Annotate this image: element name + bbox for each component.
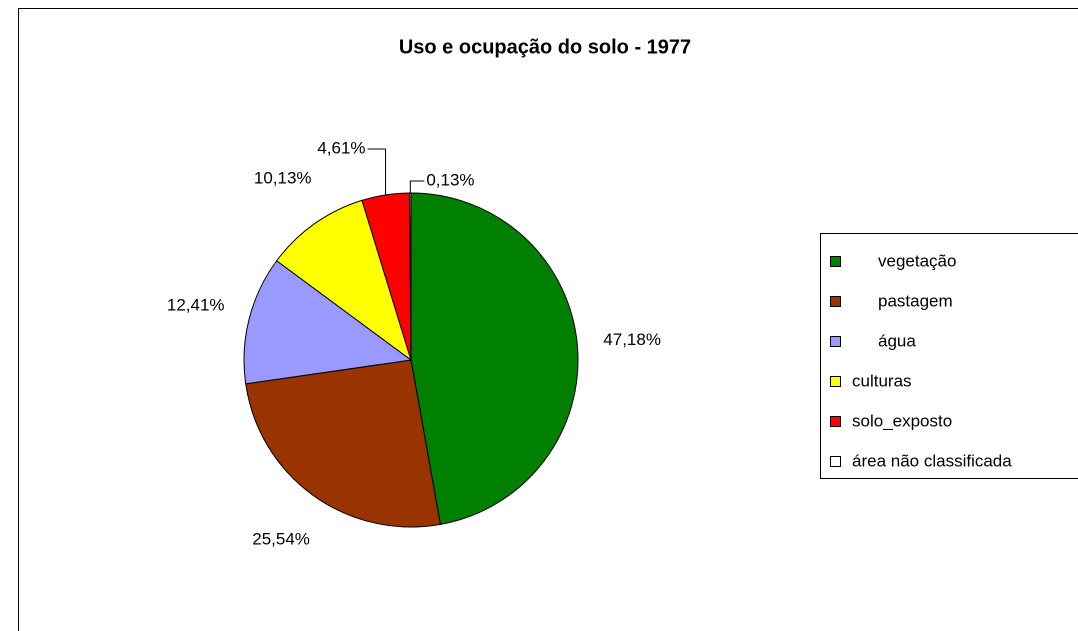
- legend-swatch: [830, 416, 841, 427]
- legend-label: pastagem: [878, 291, 953, 310]
- data-label: 12,41%: [167, 295, 225, 314]
- data-label: 0,13%: [426, 170, 474, 189]
- legend-label: solo_exposto: [852, 411, 952, 430]
- legend-label: água: [878, 331, 916, 350]
- data-label: 47,18%: [603, 330, 661, 349]
- legend-swatch: [830, 456, 841, 467]
- chart-title: Uso e ocupação do solo - 1977: [399, 36, 691, 58]
- leader-line: [367, 148, 387, 195]
- legend-swatch: [830, 256, 841, 267]
- legend-label: vegetação: [878, 251, 956, 270]
- pie-slice: [410, 192, 579, 525]
- leader-line: [409, 180, 425, 194]
- legend-swatch: [830, 296, 841, 307]
- data-label: 25,54%: [252, 529, 310, 548]
- pie-slice: [243, 260, 413, 385]
- pie-slice: [245, 359, 442, 528]
- legend-label: culturas: [852, 371, 912, 390]
- pie-slice: [409, 192, 412, 361]
- pie-slice: [276, 199, 412, 362]
- legend-box: [820, 233, 1078, 479]
- legend-swatch: [830, 336, 841, 347]
- legend-label: área não classificada: [852, 451, 1012, 470]
- data-label: 10,13%: [254, 168, 312, 187]
- legend-swatch: [830, 376, 841, 387]
- data-label: 4,61%: [317, 138, 365, 157]
